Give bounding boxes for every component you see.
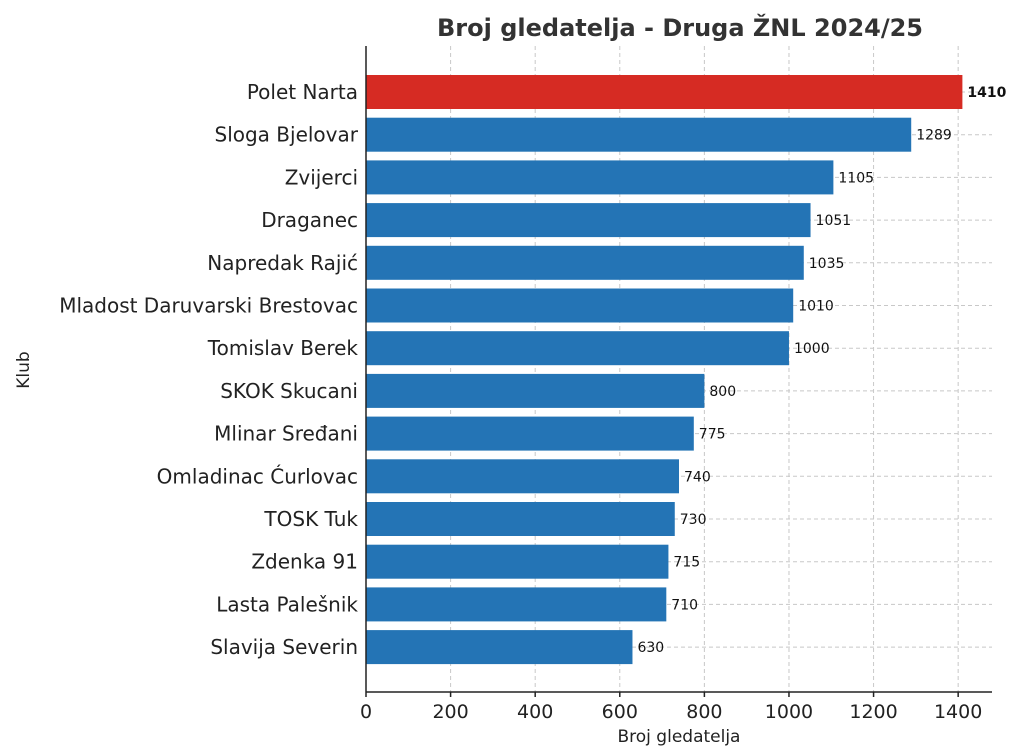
x-tick-label: 600 <box>602 701 638 723</box>
category-label: Mlinar Sređani <box>214 422 358 446</box>
category-label: Lasta Palešnik <box>216 592 358 616</box>
value-label: 1105 <box>838 170 874 186</box>
value-label: 1051 <box>816 213 852 229</box>
bar-12 <box>366 587 667 622</box>
x-tick-label: 1400 <box>934 701 982 723</box>
category-label: SKOK Skucani <box>220 379 358 403</box>
value-label: 715 <box>673 555 700 571</box>
value-label: 740 <box>684 469 711 485</box>
bars: 1410 1289 1105 1051 1035 1010 1000 800 775 740 730… <box>366 75 1007 665</box>
value-label: 1035 <box>809 256 845 272</box>
category-label: Omladinac Ćurlovac <box>157 464 358 488</box>
bar-8 <box>366 416 694 451</box>
x-tick-label: 0 <box>360 701 372 723</box>
category-label: Tomislav Berek <box>207 336 359 360</box>
bar-7 <box>366 373 705 408</box>
bar-10 <box>366 502 675 536</box>
value-label: 775 <box>699 427 726 443</box>
category-label: TOSK Tuk <box>263 507 358 531</box>
bar-2 <box>366 160 834 195</box>
value-label: 710 <box>671 597 698 613</box>
bar-11 <box>366 544 669 579</box>
bar-5 <box>366 288 794 323</box>
value-label: 630 <box>637 640 664 656</box>
category-label: Polet Narta <box>247 80 358 104</box>
bar-9 <box>366 459 679 494</box>
bar-6 <box>366 331 789 366</box>
value-label: 1010 <box>798 299 834 315</box>
bar-3 <box>366 203 811 238</box>
category-label: Slavija Severin <box>210 635 358 659</box>
category-label: Mladost Daruvarski Brestovac <box>59 294 358 318</box>
x-tick-label: 1000 <box>765 701 813 723</box>
bar-0 <box>366 75 963 109</box>
category-label: Zdenka 91 <box>251 550 358 574</box>
y-axis-title: Klub <box>14 351 34 388</box>
x-tick-label: 400 <box>517 701 553 723</box>
category-label: Draganec <box>261 208 358 232</box>
x-tick-label: 800 <box>686 701 722 723</box>
x-tick-label: 1200 <box>849 701 897 723</box>
axes: Polet Narta Sloga Bjelovar Zvijerci Dragane… <box>59 46 992 723</box>
value-label: 1000 <box>794 341 830 357</box>
bar-1 <box>366 117 912 152</box>
value-label: 800 <box>709 384 736 400</box>
bar-4 <box>366 245 804 280</box>
chart-title: Broj gledatelja - Druga ŽNL 2024/25 <box>437 13 923 42</box>
category-label: Napredak Rajić <box>207 251 358 275</box>
category-label: Zvijerci <box>285 165 358 189</box>
x-axis-title: Broj gledatelja <box>618 727 741 747</box>
x-tick-label: 200 <box>432 701 468 723</box>
value-label: 1289 <box>916 128 952 144</box>
category-label: Sloga Bjelovar <box>215 123 359 147</box>
value-label: 730 <box>680 512 707 528</box>
bar-13 <box>366 630 633 665</box>
value-label: 1410 <box>967 85 1006 101</box>
